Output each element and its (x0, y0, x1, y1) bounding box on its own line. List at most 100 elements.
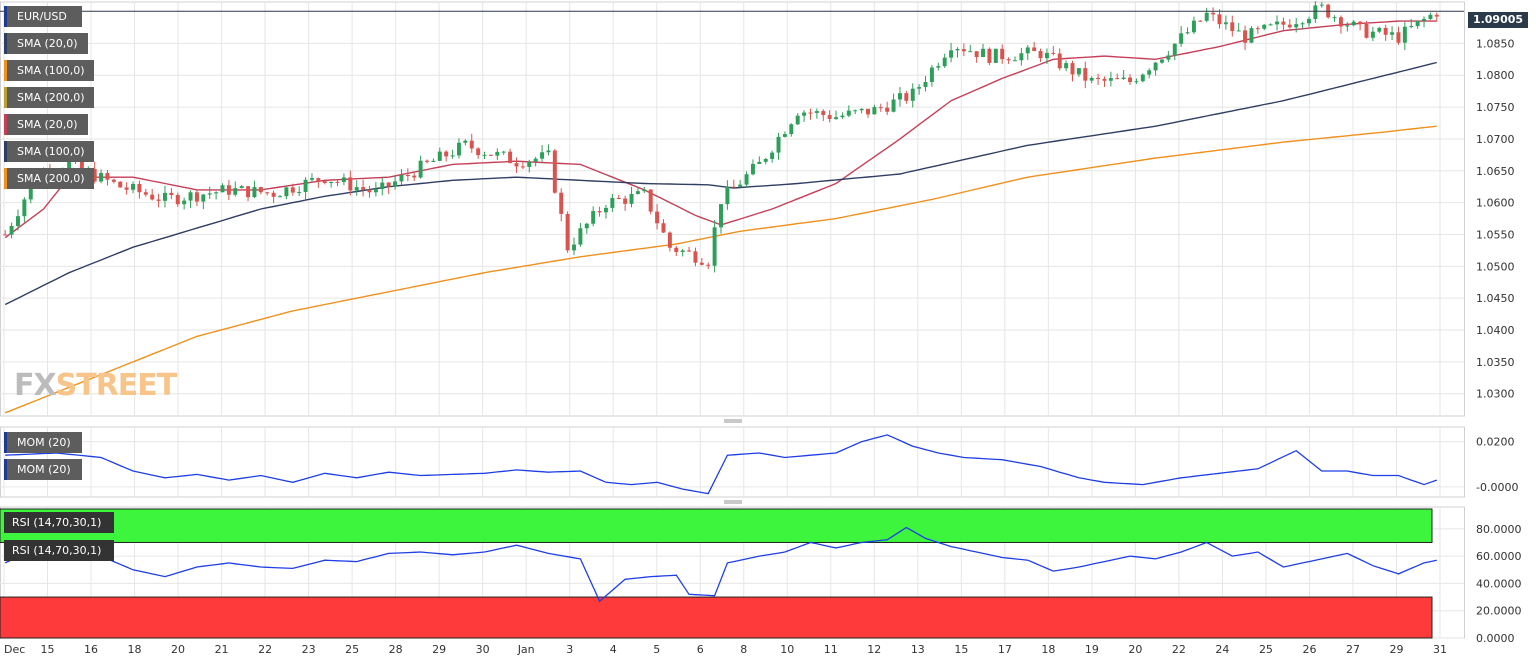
candle-body (1044, 52, 1049, 59)
candle-body (827, 115, 832, 120)
sma-100-legend[interactable]: SMA (100,0) (4, 60, 94, 81)
candle-body (821, 111, 826, 116)
x-tick-label: 19 (1085, 643, 1099, 656)
candle-body (380, 182, 385, 190)
candle-body (808, 112, 813, 114)
candle-body (405, 175, 410, 177)
candle-body (846, 110, 851, 116)
candle-body (559, 192, 564, 214)
candle-body (853, 110, 858, 112)
candle-body (1153, 62, 1158, 71)
candle-body (201, 194, 206, 202)
candle-body (667, 232, 672, 248)
candle-body (744, 174, 749, 185)
candle-body (501, 151, 506, 153)
candle-body (437, 151, 442, 161)
candle-body (1089, 77, 1094, 81)
candle-body (987, 48, 992, 63)
x-tick-label: Jan (517, 643, 535, 656)
candle-body (1249, 28, 1254, 43)
x-tick-label: 8 (740, 643, 747, 656)
candle-body (891, 99, 896, 112)
candle-body (578, 228, 583, 245)
candle-body (680, 250, 685, 253)
rsi-zones (0, 508, 1433, 639)
candle-body (265, 192, 270, 194)
candle-body (297, 192, 302, 194)
candle-body (450, 155, 455, 157)
candle-body (834, 117, 839, 120)
x-tick-label: 21 (215, 643, 229, 656)
candle-body (840, 115, 845, 118)
rsi-legend-2[interactable]: RSI (14,70,30,1) (4, 540, 114, 561)
candle-body (1370, 31, 1375, 38)
price-tick-label: 1.0450 (1476, 292, 1515, 305)
candle-body (1390, 32, 1395, 35)
candle-body (444, 151, 449, 157)
candle-body (949, 50, 954, 58)
candle-body (373, 189, 378, 193)
candle-body (974, 51, 979, 58)
candle-body (802, 112, 807, 116)
x-tick-label: 17 (998, 643, 1012, 656)
x-tick-label: 22 (1172, 643, 1186, 656)
candle-body (1268, 24, 1273, 26)
symbol-label[interactable]: EUR/USD (4, 6, 82, 27)
sma-200-legend[interactable]: SMA (200,0) (4, 87, 94, 108)
sma-20-legend-2[interactable]: SMA (20,0) (4, 114, 88, 135)
mom-legend[interactable]: MOM (20) (4, 432, 82, 453)
momentum-pane-frame (0, 426, 1465, 498)
logo-fx: FX (14, 368, 57, 403)
sma-200-legend-2[interactable]: SMA (200,0) (4, 168, 94, 189)
sma-line-1 (4, 61, 1437, 306)
candle-body (782, 134, 787, 137)
candle-body (399, 175, 404, 182)
candle-body (1166, 55, 1171, 60)
x-tick-label: Dec (4, 643, 25, 656)
candle-body (1287, 24, 1292, 28)
candle-body (719, 204, 723, 228)
candle-body (1262, 24, 1267, 29)
candle-body (175, 195, 180, 205)
x-tick-label: 15 (954, 643, 968, 656)
candle-body (897, 93, 902, 100)
sma-100-legend-2[interactable]: SMA (100,0) (4, 141, 94, 162)
x-tick-label: 25 (1259, 643, 1273, 656)
candle-body (552, 150, 557, 193)
rsi-tick-label: 20.0000 (1476, 605, 1522, 618)
candle-body (124, 187, 129, 190)
candle-body (233, 188, 238, 195)
candle-body (354, 187, 359, 191)
candle-body (961, 49, 966, 52)
candle-body (591, 211, 596, 224)
x-tick-label: 18 (1041, 643, 1055, 656)
x-tick-label: 16 (84, 643, 98, 656)
x-tick-label: 5 (653, 643, 660, 656)
rsi-legend[interactable]: RSI (14,70,30,1) (4, 512, 114, 533)
candle-body (955, 49, 960, 51)
candle-body (687, 250, 692, 252)
candle-body (776, 136, 781, 153)
price-tick-label: 1.0350 (1476, 356, 1515, 369)
candle-body (9, 225, 14, 235)
candle-body (156, 199, 161, 201)
candle-body (1134, 81, 1139, 83)
x-tick-label: 30 (476, 643, 490, 656)
candle-body (361, 187, 366, 190)
candle-body (572, 244, 576, 251)
candle-body (469, 140, 474, 149)
x-tick-label: 24 (1215, 643, 1229, 656)
candle-body (495, 151, 500, 156)
candle-body (316, 178, 321, 182)
candle-body (284, 187, 289, 197)
candle-body (1115, 78, 1120, 80)
candle-body (28, 183, 33, 200)
x-tick-label: 18 (128, 643, 142, 656)
sma-20-legend[interactable]: SMA (20,0) (4, 33, 88, 54)
current-price-tag: 1.09005 (1468, 12, 1528, 28)
mom-legend-2[interactable]: MOM (20) (4, 459, 82, 480)
x-tick-label: 12 (867, 643, 881, 656)
candle-body (1428, 14, 1433, 19)
x-tick-label: 3 (566, 643, 573, 656)
candle-body (661, 223, 666, 233)
